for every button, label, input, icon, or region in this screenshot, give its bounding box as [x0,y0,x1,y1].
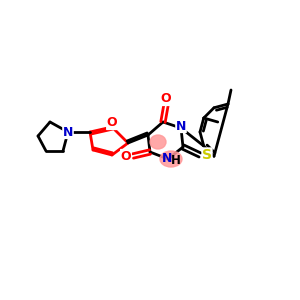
Text: N: N [176,119,186,133]
Ellipse shape [160,151,182,167]
Text: N: N [63,125,73,139]
Ellipse shape [150,135,166,149]
Text: O: O [121,149,131,163]
Text: S: S [202,148,212,162]
Text: O: O [107,116,117,130]
Text: N: N [162,152,172,164]
Text: O: O [161,92,171,106]
Text: H: H [171,154,181,166]
